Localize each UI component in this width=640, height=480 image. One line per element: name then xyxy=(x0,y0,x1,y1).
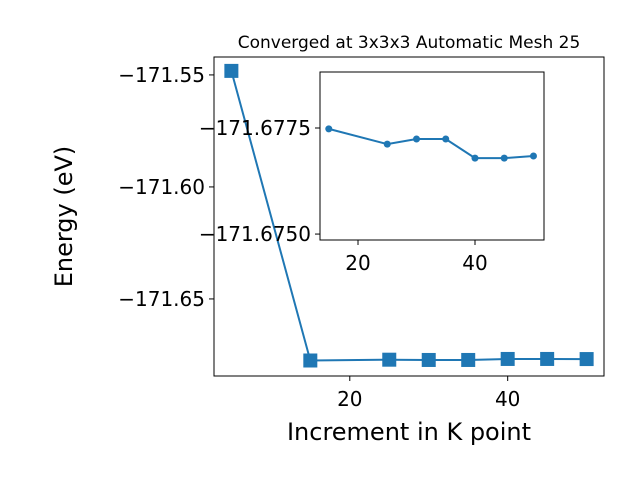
marker xyxy=(303,353,318,368)
marker xyxy=(500,154,508,162)
y-tick-label: −171.55 xyxy=(118,63,205,87)
marker xyxy=(325,125,333,133)
x-axis-label: Increment in K point xyxy=(287,418,531,446)
marker xyxy=(224,63,239,78)
marker xyxy=(383,140,391,148)
x-tick-label: 20 xyxy=(345,251,370,275)
marker xyxy=(471,154,479,162)
marker xyxy=(382,352,397,367)
x-tick-label: 20 xyxy=(337,387,362,411)
y-axis-label: Energy (eV) xyxy=(50,146,78,288)
marker xyxy=(413,135,421,143)
marker xyxy=(529,152,537,160)
marker xyxy=(421,352,436,367)
y-tick-label: −171.65 xyxy=(118,287,205,311)
y-tick-label: −171.6775 xyxy=(199,116,311,140)
marker xyxy=(540,351,555,366)
axes-frame xyxy=(319,71,545,241)
marker xyxy=(461,352,476,367)
axes-frame xyxy=(213,56,605,377)
y-tick-label: −171.60 xyxy=(118,175,205,199)
marker xyxy=(442,135,450,143)
chart-title: Converged at 3x3x3 Automatic Mesh 25 xyxy=(238,33,581,53)
x-tick-label: 40 xyxy=(495,387,520,411)
y-tick-label: −171.6750 xyxy=(199,222,311,246)
marker xyxy=(579,352,594,367)
x-tick-label: 40 xyxy=(462,251,487,275)
marker xyxy=(500,351,515,366)
axes-background xyxy=(320,72,544,240)
